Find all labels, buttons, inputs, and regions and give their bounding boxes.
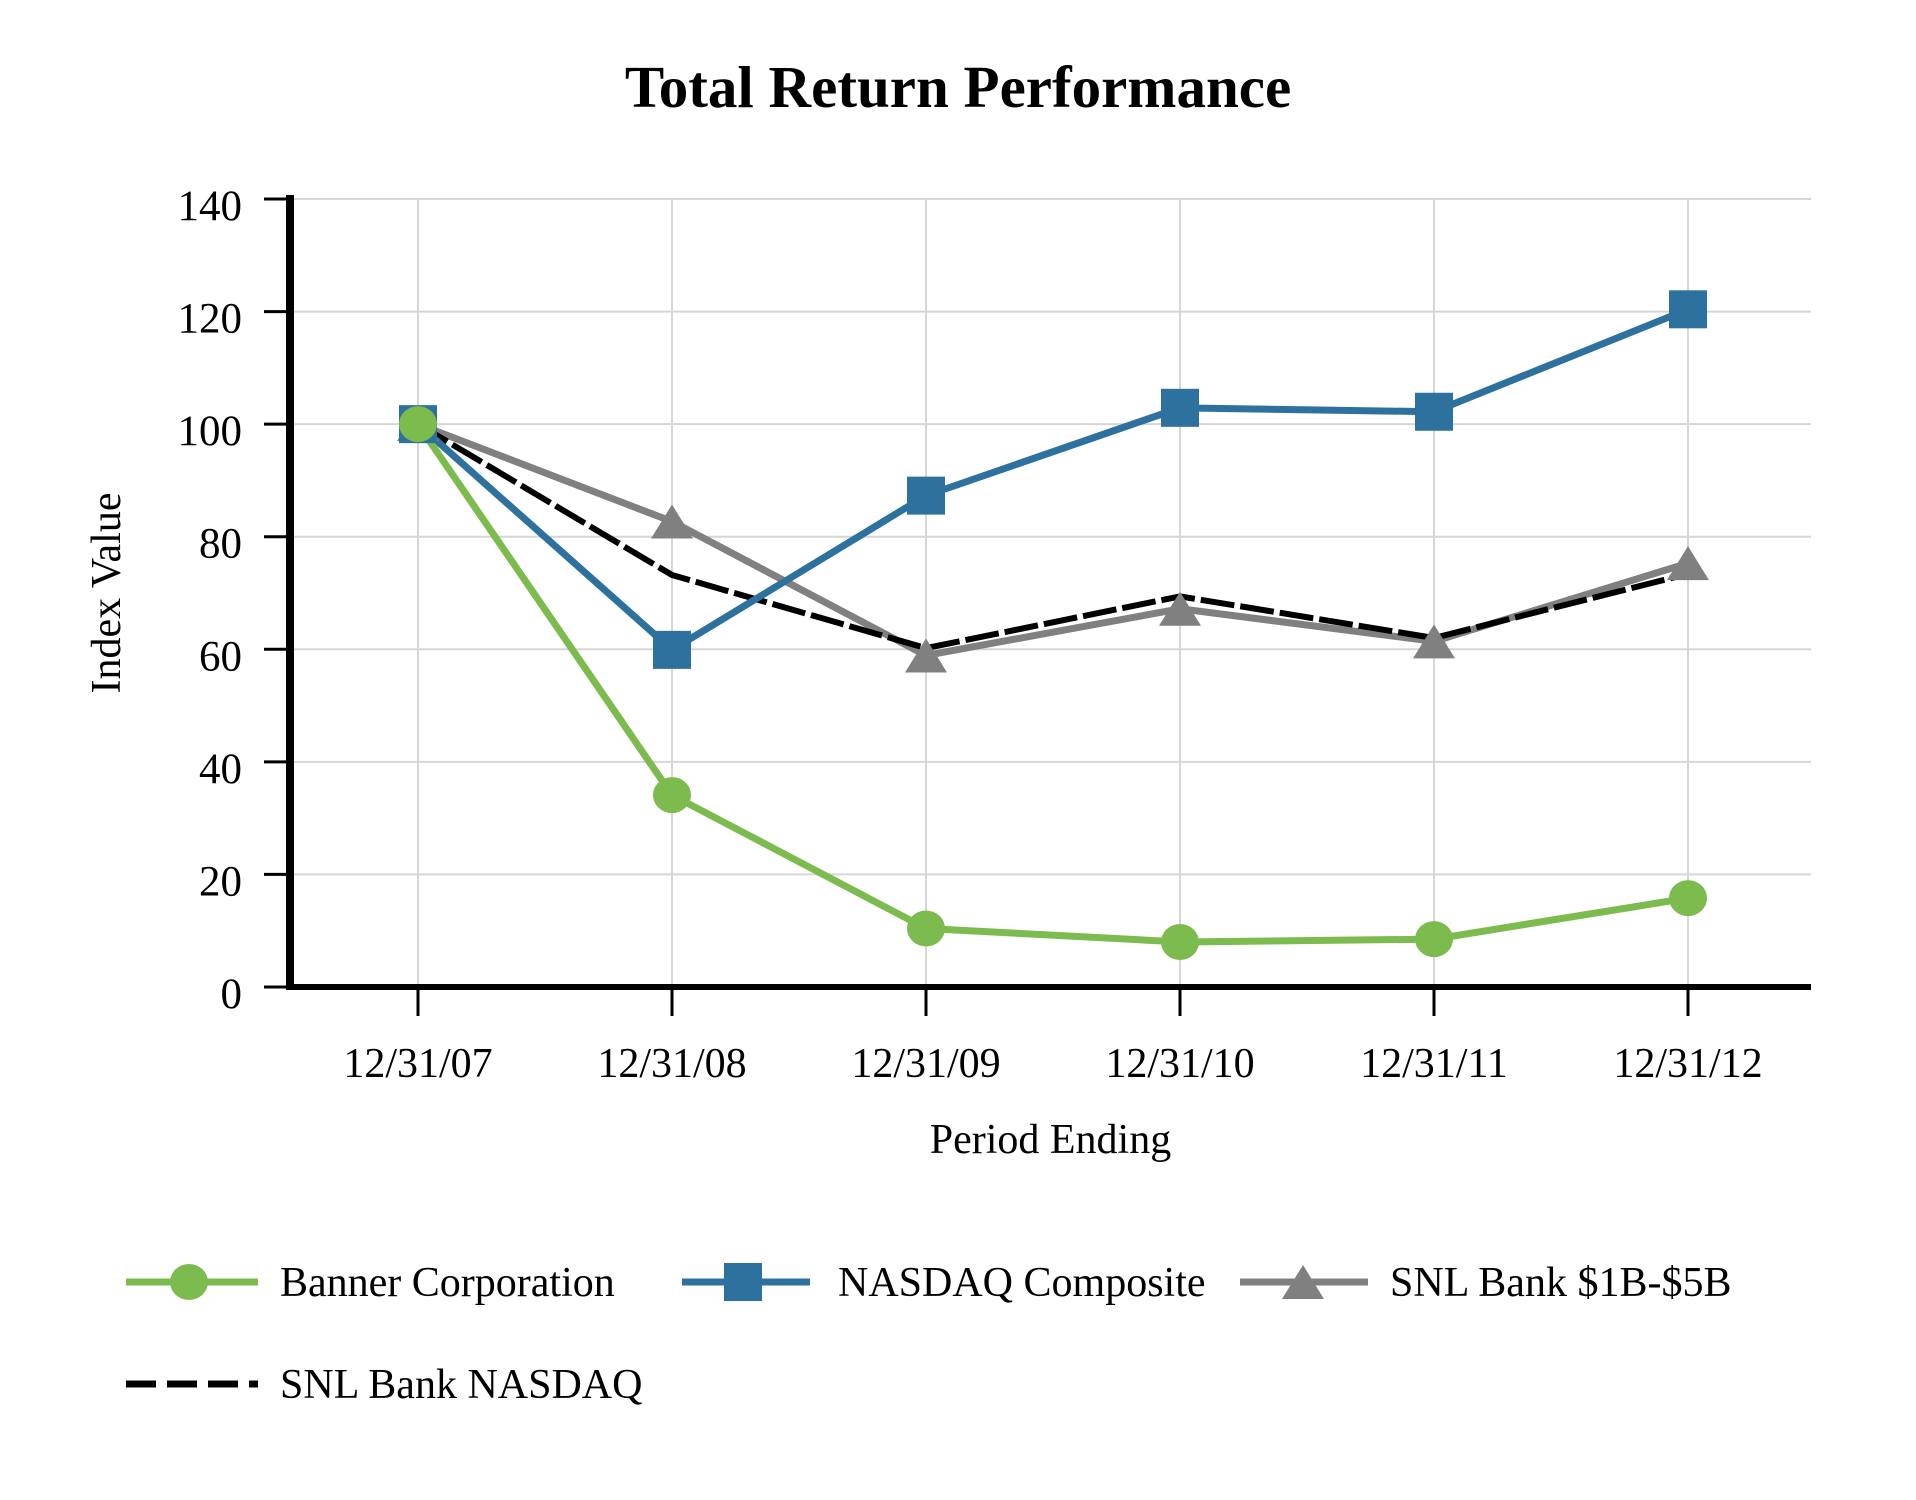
- y-tick-label: 0: [221, 971, 243, 1018]
- marker-triangle-12/31/12: [1667, 546, 1709, 581]
- marker-circle-12/31/08: [653, 777, 691, 814]
- x-tick-label: 12/31/12: [1613, 1041, 1762, 1087]
- y-tick-label: 140: [178, 183, 243, 230]
- x-tick-label: 12/31/07: [343, 1041, 492, 1087]
- marker-square-12/31/10: [1161, 388, 1199, 427]
- marker-triangle-12/31/10: [1159, 591, 1201, 626]
- marker-triangle-12/31/08: [651, 504, 693, 539]
- y-tick-label: 120: [178, 296, 243, 343]
- y-tick-label: 80: [199, 521, 242, 568]
- marker-square-12/31/09: [907, 476, 945, 515]
- marker-circle-12/31/10: [1161, 923, 1199, 960]
- legend-label-nasdaq-composite: NASDAQ Composite: [838, 1260, 1206, 1306]
- x-tick-label: 12/31/10: [1105, 1041, 1254, 1087]
- marker-circle-12/31/12: [1669, 880, 1707, 917]
- x-axis-title: Period Ending: [930, 1117, 1171, 1163]
- x-tick-label: 12/31/09: [851, 1041, 1000, 1087]
- legend-marker-snl-bank-1b-5b: [1282, 1265, 1324, 1299]
- series-line-banner-corporation: [415, 422, 1689, 946]
- marker-circle-12/31/11: [1415, 921, 1453, 958]
- marker-square-12/31/11: [1415, 392, 1453, 431]
- chart-title: Total Return Performance: [625, 54, 1291, 120]
- legend-marker-banner-corporation: [170, 1264, 208, 1300]
- marker-circle-12/31/09: [907, 910, 945, 947]
- y-tick-label: 20: [199, 858, 242, 905]
- marker-triangle-12/31/09: [905, 638, 947, 673]
- x-tick-label: 12/31/11: [1360, 1041, 1508, 1087]
- series-line-nasdaq-composite: [415, 306, 1690, 654]
- y-tick-label: 40: [199, 746, 242, 793]
- marker-circle-12/31/07: [399, 406, 437, 443]
- marker-square-12/31/08: [653, 630, 691, 669]
- series-line-snl-bank-1b-5b: [416, 420, 1690, 659]
- y-tick-label: 60: [199, 633, 242, 680]
- legend-label-snl-bank-nasdaq: SNL Bank NASDAQ: [280, 1362, 642, 1408]
- legend-label-banner-corporation: Banner Corporation: [280, 1260, 615, 1306]
- x-tick-label: 12/31/08: [597, 1041, 746, 1087]
- marker-square-12/31/12: [1669, 290, 1707, 329]
- y-tick-label: 100: [178, 408, 243, 455]
- series-line-snl-bank-nasdaq: [416, 421, 1689, 652]
- legend-marker-nasdaq-composite: [724, 1263, 762, 1301]
- marker-triangle-12/31/11: [1413, 624, 1455, 659]
- y-axis-title: Index Value: [84, 493, 130, 694]
- legend-label-snl-bank-1b-5b: SNL Bank $1B-$5B: [1390, 1260, 1731, 1306]
